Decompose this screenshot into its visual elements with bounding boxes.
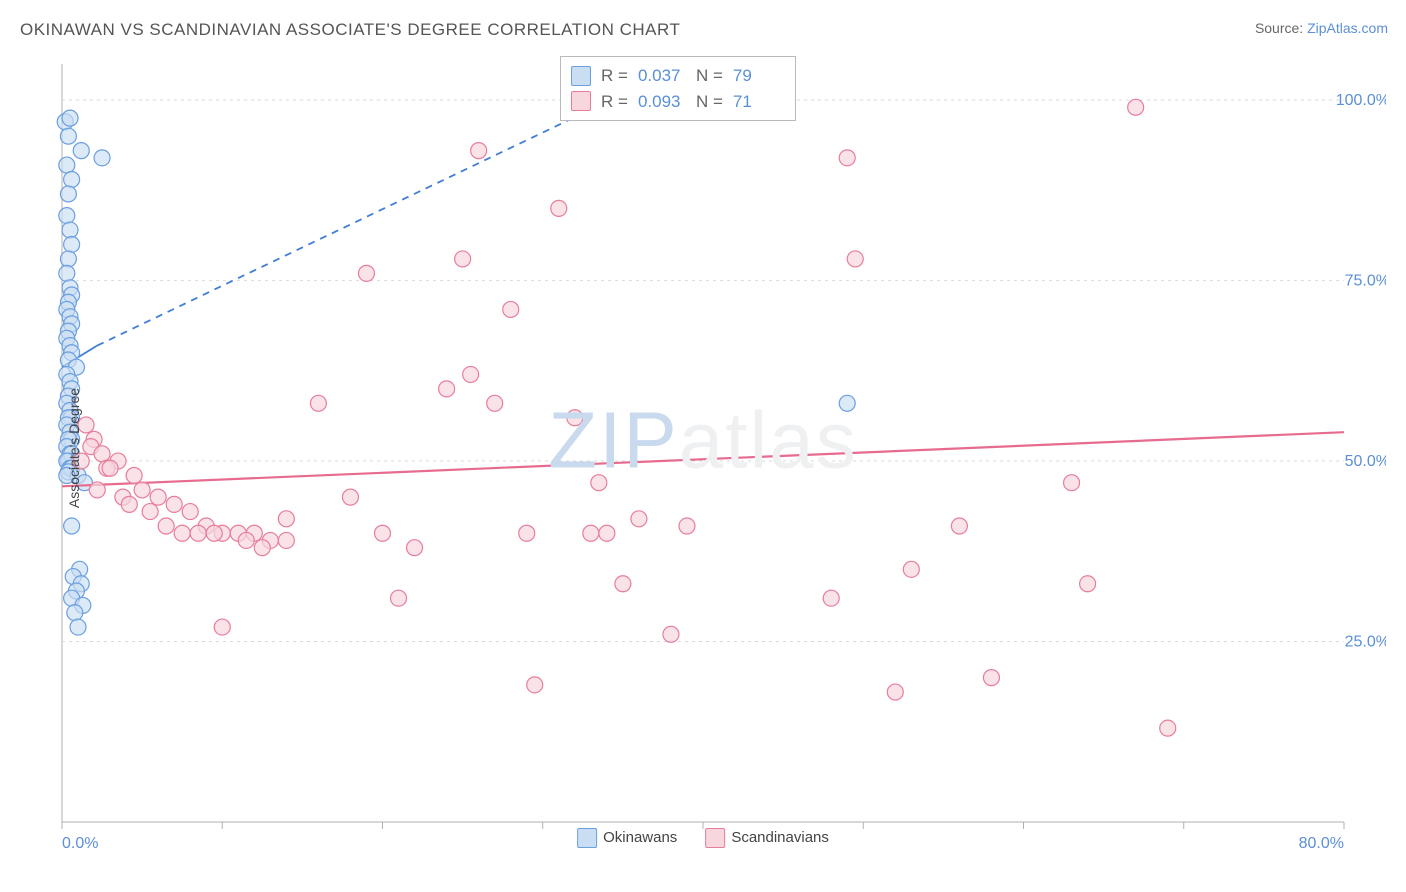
svg-text:80.0%: 80.0%: [1299, 835, 1344, 848]
svg-text:0.0%: 0.0%: [62, 835, 98, 848]
n-value: 79: [733, 63, 781, 89]
n-label: N =: [696, 63, 723, 89]
legend-item-scandinavians[interactable]: Scandinavians: [705, 828, 829, 848]
swatch-icon: [577, 828, 597, 848]
r-value: 0.037: [638, 63, 686, 89]
r-value: 0.093: [638, 89, 686, 115]
swatch-icon: [571, 91, 591, 111]
r-label: R =: [601, 63, 628, 89]
legend-item-okinawans[interactable]: Okinawans: [577, 828, 677, 848]
chart-title: OKINAWAN VS SCANDINAVIAN ASSOCIATE'S DEG…: [20, 20, 680, 40]
correlation-stats-box: R = 0.037 N = 79 R = 0.093 N = 71: [560, 56, 796, 121]
scatter-plot-svg: 25.0% 50.0% 75.0% 100.0% 0.0% 80.0%: [20, 48, 1386, 848]
y-axis-label: Associate's Degree: [66, 388, 82, 508]
swatch-icon: [571, 66, 591, 86]
legend-label: Scandinavians: [731, 829, 829, 846]
chart-area: Associate's Degree ZIPatlas 25.0%50.0%75…: [20, 48, 1386, 848]
svg-text:100.0%: 100.0%: [1336, 92, 1386, 109]
source-attribution: Source: ZipAtlas.com: [1255, 20, 1388, 36]
legend-label: Okinawans: [603, 829, 677, 846]
source-label: Source:: [1255, 20, 1303, 36]
stats-row-okinawans: R = 0.037 N = 79: [571, 63, 781, 89]
r-label: R =: [601, 89, 628, 115]
stats-row-scandinavians: R = 0.093 N = 71: [571, 89, 781, 115]
swatch-icon: [705, 828, 725, 848]
n-label: N =: [696, 89, 723, 115]
legend: Okinawans Scandinavians: [577, 828, 829, 848]
svg-text:50.0%: 50.0%: [1345, 453, 1386, 470]
n-value: 71: [733, 89, 781, 115]
svg-text:25.0%: 25.0%: [1345, 634, 1386, 651]
source-link[interactable]: ZipAtlas.com: [1307, 20, 1388, 36]
svg-text:75.0%: 75.0%: [1345, 273, 1386, 290]
